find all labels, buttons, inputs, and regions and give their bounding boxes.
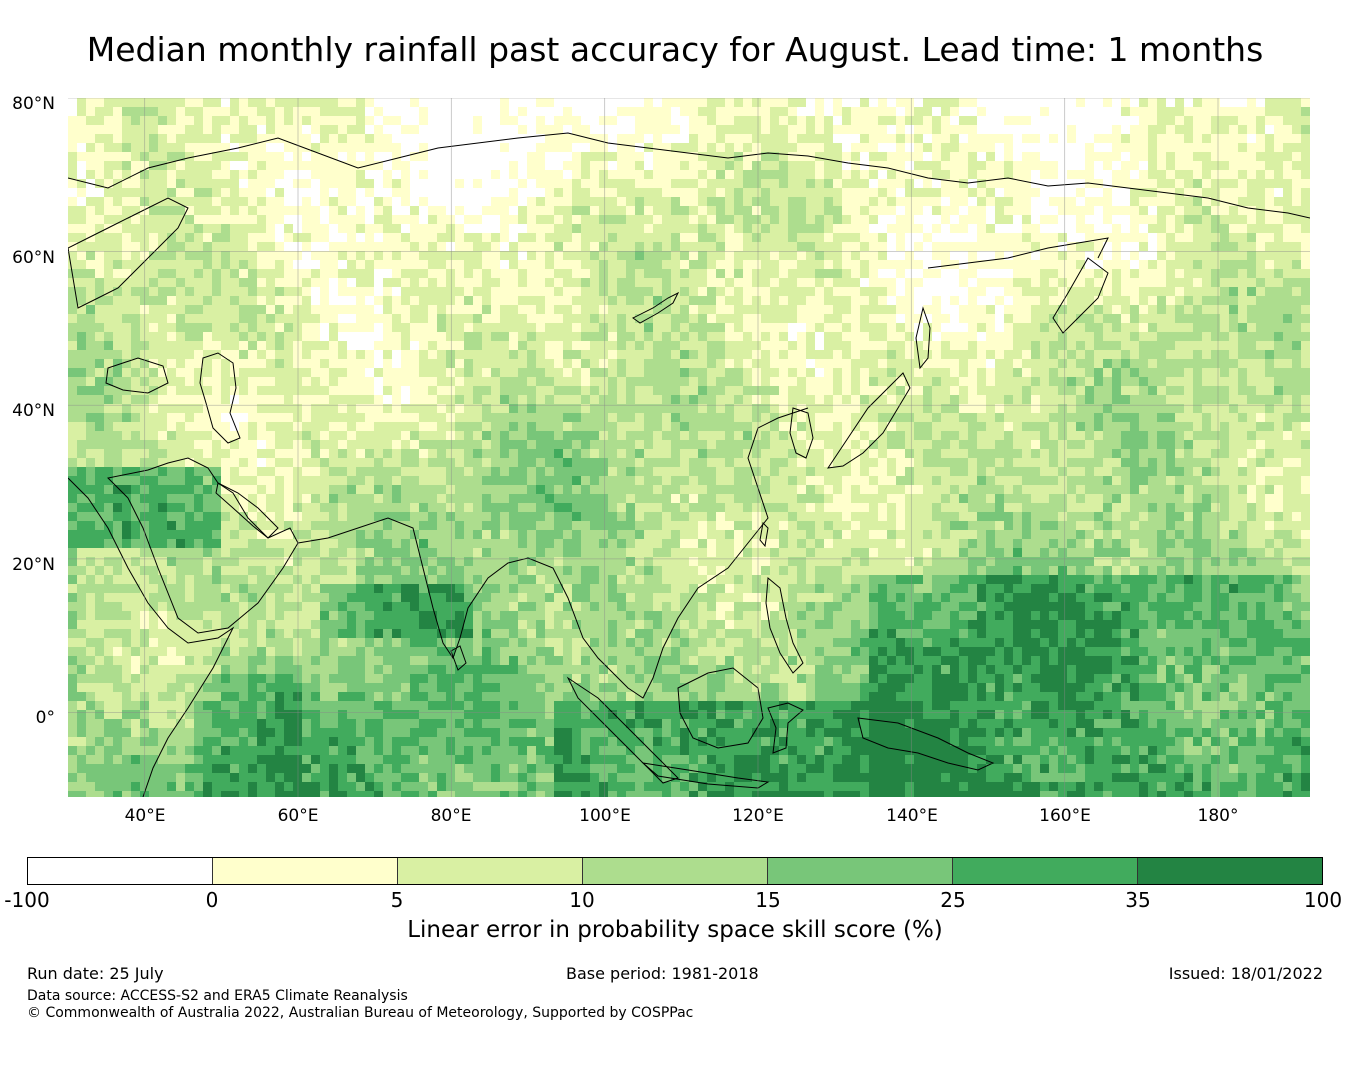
coastline-india [297, 517, 529, 660]
lat-label-40n: 40°N [12, 401, 55, 421]
colorbar-tick-label: 100 [1303, 888, 1343, 912]
coastline-persiangulf [215, 482, 279, 539]
coastline-sakhalin [915, 306, 931, 370]
colorbar-tick-label: -100 [4, 888, 50, 912]
coastline-newguinea [857, 717, 995, 771]
lat-label-60n: 60°N [12, 248, 55, 268]
lon-label-120e: 120°E [732, 806, 784, 826]
colorbar-title: Linear error in probability space skill … [407, 917, 943, 943]
lat-label-eq: 0° [35, 708, 55, 728]
coastline-blacksea [105, 357, 169, 394]
coastline-srilanka [450, 645, 467, 671]
coastline-sumatra [566, 676, 679, 784]
colorbar-tick-label: 15 [755, 888, 781, 912]
coastline-scandinavia [68, 197, 189, 309]
coastline-philippines [765, 576, 804, 674]
coastline-sulawesi [767, 702, 804, 754]
copyright: © Commonwealth of Australia 2022, Austra… [27, 1005, 694, 1021]
base-period: Base period: 1981-2018 [566, 964, 759, 983]
map-title: Median monthly rainfall past accuracy fo… [86, 30, 1264, 69]
lon-label-80e: 80°E [430, 806, 472, 826]
coastline-okhotsk [927, 237, 1109, 269]
coastline-borneo [677, 667, 764, 749]
map-canvas [68, 98, 1310, 797]
coastline-kamchatka [1052, 257, 1109, 334]
lon-label-160e: 160°E [1039, 806, 1091, 826]
coastline-baikal [632, 291, 680, 324]
coastline-korea [789, 407, 814, 459]
coastline-africa [68, 477, 235, 797]
colorbar-segment [1138, 858, 1322, 884]
lat-label-80n: 80°N [12, 94, 55, 114]
issued-date: Issued: 18/01/2022 [1168, 964, 1323, 983]
coastline-caspian [199, 352, 241, 444]
data-source: Data source: ACCESS-S2 and ERA5 Climate … [27, 988, 408, 1004]
coastlines [68, 132, 1310, 797]
colorbar-segment [583, 858, 768, 884]
lon-label-140e: 140°E [886, 806, 938, 826]
skill-score-map [68, 98, 1310, 797]
colorbar-tick-label: 35 [1125, 888, 1151, 912]
colorbar-segment [28, 858, 213, 884]
colorbar-tick-label: 0 [205, 888, 219, 912]
coastline-seasia [527, 407, 809, 699]
colorbar-tick-label: 5 [390, 888, 404, 912]
coastline-japan [826, 372, 911, 469]
lon-label-180: 180° [1197, 806, 1239, 826]
coastline-arctic [68, 132, 1310, 219]
lat-label-20n: 20°N [12, 555, 55, 575]
lon-label-40e: 40°E [124, 806, 166, 826]
colorbar-tick-label: 10 [569, 888, 595, 912]
graticule [68, 98, 1310, 797]
colorbar-tick-label: 25 [940, 888, 966, 912]
colorbar-segment [398, 858, 583, 884]
coastline-taiwan [759, 521, 769, 548]
lon-label-100e: 100°E [579, 806, 631, 826]
skill-field [68, 98, 1310, 797]
run-date: Run date: 25 July [27, 964, 164, 983]
lon-label-60e: 60°E [277, 806, 319, 826]
colorbar-segment [768, 858, 953, 884]
colorbar [27, 857, 1323, 885]
coastline-arabia [106, 457, 299, 634]
coastline-java [641, 762, 770, 789]
colorbar-segment [953, 858, 1138, 884]
colorbar-segment [213, 858, 398, 884]
